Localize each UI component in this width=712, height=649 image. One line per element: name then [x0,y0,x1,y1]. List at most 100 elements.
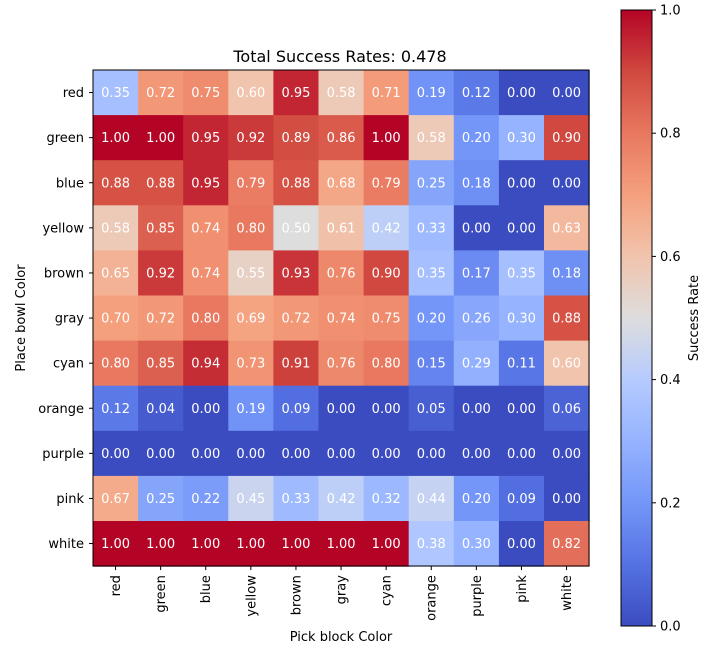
colorbar-ticks: 0.0 0.2 0.4 0.6 0.8 1.0 [652,4,681,635]
y-tick-label: red [63,86,84,101]
heatmap-cell [183,70,229,116]
heatmap-cell [498,160,545,206]
cell-value-label: 0.33 [281,492,310,507]
cell-value-label: 0.12 [101,402,130,417]
heatmap-cell [228,250,274,297]
heatmap-cell [498,430,545,477]
cell-value-label: 0.80 [101,357,130,372]
heatmap-cell [93,295,139,342]
cell-value-label: 0.61 [327,221,356,236]
cell-value-label: 0.00 [552,492,581,507]
heatmap-cell [318,430,365,477]
heatmap-cell [273,250,320,297]
heatmap-cell [138,160,184,206]
cell-value-label: 0.00 [191,402,220,417]
cell-value-label: 1.00 [191,537,220,552]
cell-value-label: 0.00 [552,176,581,191]
cell-value-label: 0.30 [507,312,536,327]
cell-value-label: 0.85 [146,357,175,372]
heatmap-cell [93,475,139,522]
heatmap-cell [544,160,590,206]
x-axis-label: Pick block Color [290,630,393,645]
heatmap-cell [228,385,274,432]
heatmap-cell [453,250,500,297]
heatmap-cell [363,70,410,116]
heatmap-cell [138,205,184,251]
cell-value-label: 0.72 [146,86,175,101]
heatmap-cell [408,115,455,161]
heatmap-cell [318,340,365,387]
cell-value-label: 0.65 [101,266,130,281]
heatmap-cell [183,250,229,297]
y-axis-ticks: red green blue yellow brown gray cyan orange pur… [38,86,93,552]
y-tick-label: orange [38,402,84,417]
cell-value-label: 0.18 [552,266,581,281]
heatmap-cell [183,340,229,387]
y-tick-label: green [46,131,84,146]
heatmap-cell [318,295,365,342]
cell-value-label: 0.55 [236,266,265,281]
cell-value-label: 0.00 [327,447,356,462]
cell-value-label: 0.42 [372,221,401,236]
heatmap-cell [183,521,229,567]
heatmap-cell [138,340,184,387]
heatmap-cell [318,160,365,206]
heatmap-cell [408,521,455,567]
heatmap-cell [453,70,500,116]
cell-value-label: 1.00 [372,131,401,146]
heatmap-cell [228,160,274,206]
heatmap-cell [363,475,410,522]
heatmap-cell [453,205,500,251]
cell-value-label: 0.68 [327,176,356,191]
heatmap-cell [228,205,274,251]
cell-value-label: 0.22 [191,492,220,507]
cell-value-label: 0.30 [507,131,536,146]
cell-value-label: 0.20 [462,131,491,146]
cell-value-label: 0.76 [327,357,356,372]
cell-value-label: 0.95 [191,176,220,191]
colorbar-tick-label: 0.0 [660,620,681,635]
cell-value-label: 0.95 [281,86,310,101]
x-tick-label: pink [515,575,530,603]
heatmap-cell [408,205,455,251]
cell-value-label: 0.45 [236,492,265,507]
cell-value-label: 0.82 [552,537,581,552]
colorbar-tick-label: 0.2 [660,496,681,511]
cell-value-label: 0.35 [101,86,130,101]
cell-value-label: 1.00 [146,131,175,146]
heatmap-cell [93,70,139,116]
heatmap-cell [544,430,590,477]
heatmap-cell [318,70,365,116]
heatmap-cell [183,115,229,161]
cell-value-label: 0.88 [146,176,175,191]
heatmap-cell [273,430,320,477]
heatmap-cell [498,385,545,432]
colorbar-label: Success Rate [687,275,702,361]
heatmap-cell [138,385,184,432]
cell-value-label: 0.69 [236,312,265,327]
y-tick-label: white [48,537,84,552]
heatmap-cell [498,295,545,342]
heatmap-cell [228,475,274,522]
cell-value-label: 0.00 [101,447,130,462]
cell-value-label: 0.72 [146,312,175,327]
heatmap-cell [544,340,590,387]
cell-value-label: 0.76 [327,266,356,281]
cell-value-label: 0.86 [327,131,356,146]
cell-value-label: 0.12 [462,86,491,101]
cell-value-label: 0.91 [281,357,310,372]
heatmap-cell [273,160,320,206]
heatmap-cell-labels: 0.35 0.72 0.75 0.60 0.95 0.58 0.71 0.19 0.12 0.00… [101,86,581,552]
heatmap-cell [183,430,229,477]
cell-value-label: 1.00 [281,537,310,552]
heatmap-cell [544,115,590,161]
heatmap-cell [363,160,410,206]
heatmap-cell [273,205,320,251]
cell-value-label: 0.88 [552,312,581,327]
heatmap-cell [363,205,410,251]
cell-value-label: 0.19 [236,402,265,417]
cell-value-label: 0.85 [146,221,175,236]
y-axis-label: Place bowl Color [14,264,29,372]
heatmap-cell [363,385,410,432]
